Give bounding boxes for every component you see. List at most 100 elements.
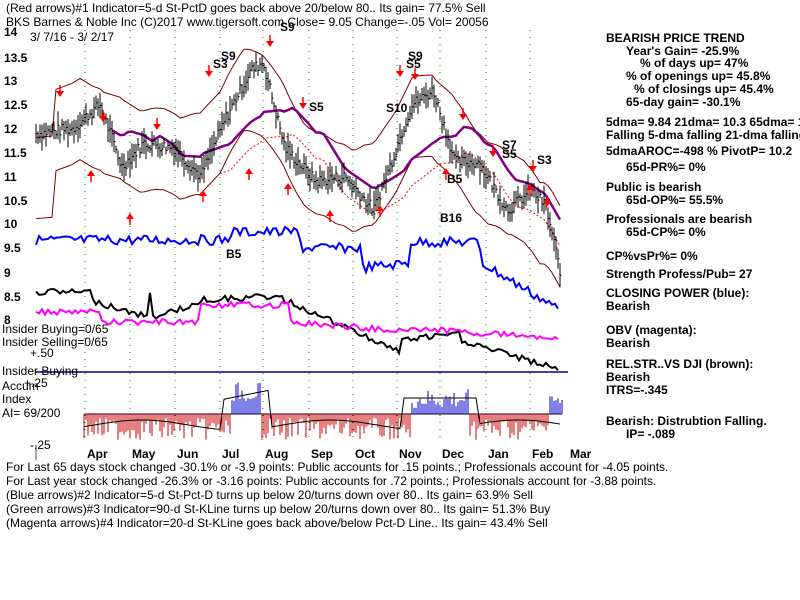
annotation-s9-a: S9 (221, 49, 236, 63)
annotation-s5: S5 (309, 100, 324, 114)
y-tick-10.5: 10.5 (4, 194, 28, 208)
obv-label: OBV (magenta): (606, 323, 697, 337)
month-oct: Oct (355, 447, 376, 461)
ma65-line (111, 106, 562, 221)
insider-buying-count: Insider Buying=0/65 (2, 322, 109, 336)
y-tick-12: 12 (4, 122, 18, 136)
obv-line (35, 300, 559, 341)
sell-arrow-head (529, 166, 537, 172)
cp-percent: 65d-CP%= 0% (626, 225, 706, 239)
sell-arrow-head (396, 71, 404, 77)
y-tick-12.5: 12.5 (4, 98, 28, 112)
ma-values: 5dma= 9.84 21dma= 10.3 65dma= 11 (606, 115, 800, 129)
annotation-s7: S7 (502, 138, 517, 152)
rel-strength-line (35, 287, 559, 371)
annotation-s9-b: S9 (280, 20, 295, 34)
closings-up: % of closings up= 45.4% (634, 82, 774, 96)
upper-band-line (35, 48, 561, 207)
sell-arrow-head (489, 151, 497, 157)
days-up: % of days up= 47% (640, 56, 749, 70)
pros-status: Professionals are bearish (606, 212, 753, 226)
footer-line-2: For Last year stock changed -26.3% or -3… (6, 474, 657, 488)
y-tick-10: 10 (4, 217, 18, 231)
accum-layer (83, 382, 563, 440)
accum-line (83, 389, 561, 430)
y-tick-8.5: 8.5 (4, 290, 21, 304)
buy-arrow-head (245, 168, 253, 174)
ma-falling: Falling 5-dma falling 21-dma falling (606, 128, 800, 142)
cp-vs-pr: CP%vsPr%= 0% (606, 249, 698, 263)
annotation-s9-c: S9 (408, 49, 423, 63)
insider-buying-label: Insider Buying (2, 364, 79, 378)
op-percent: 65d-OP%= 55.5% (626, 193, 724, 207)
ai-label: AI= 69/200 (2, 406, 61, 420)
buy-arrow-head (376, 205, 384, 211)
month-jul: Jul (222, 447, 240, 461)
strength: Strength Profess/Pub= 27 (606, 267, 753, 281)
sell-arrow-head (411, 74, 419, 80)
y-tick-9: 9 (4, 266, 11, 280)
obv-value: Bearish (606, 336, 651, 350)
annotation-b5: B5 (226, 247, 242, 261)
minus-25-label: -.25 (30, 438, 51, 452)
sell-arrow-head (205, 71, 213, 77)
buy-arrow-head (526, 184, 534, 190)
y-tick-11: 11 (4, 170, 17, 184)
annotation-b5-b: B5 (447, 172, 463, 186)
month-feb: Feb (532, 447, 554, 461)
relstr-value: Bearish (606, 370, 651, 384)
y-tick-13: 13 (4, 74, 18, 88)
annotation-s5-b: S5 (406, 57, 421, 71)
buy-arrow-head (326, 210, 334, 216)
itrs-value: ITRS=-.345 (606, 383, 668, 397)
buy-arrow-head (442, 168, 450, 174)
plus-50-label: +.50 (30, 346, 54, 360)
footer-line-3: (Blue arrows)#2 Indicator=5-d St-Pct-D t… (6, 488, 533, 502)
month-jan: Jan (488, 447, 509, 461)
insider-selling-count: Insider Selling=0/65 (2, 335, 108, 349)
buy-arrow-head (87, 170, 95, 176)
y-tick-9.5: 9.5 (4, 241, 21, 255)
y-tick-11.5: 11.5 (4, 146, 27, 160)
y-tick-14: 14 (4, 25, 18, 39)
y-tick-13.5: 13.5 (4, 51, 28, 65)
lower-band-line (35, 130, 561, 288)
date-range: 3/ 7/16 - 3/ 2/17 (30, 30, 115, 44)
trend-heading: BEARISH PRICE TREND (606, 31, 745, 45)
sell-arrow-head (299, 103, 307, 109)
footer-line-5: (Magenta arrows)#4 Indicator=20-d St-KLi… (6, 516, 548, 530)
closing-power-label: CLOSING POWER (blue): (606, 286, 750, 300)
price-layer (35, 35, 562, 371)
buy-arrow-head (126, 213, 134, 219)
annotation-s5-c: S5 (502, 147, 517, 161)
annotation-s3: S3 (213, 57, 228, 71)
footer-line-1: For Last 65 days stock changed -30.1% or… (6, 460, 669, 474)
ip-value: IP= -.089 (626, 427, 676, 441)
month-sep: Sep (311, 447, 334, 461)
closing-power-line (35, 225, 559, 310)
sell-arrow-head (153, 124, 161, 130)
sell-arrow-head (56, 91, 64, 97)
month-mar: Mar (570, 447, 592, 461)
index-label: Index (2, 392, 32, 406)
plus-25-label: +.25 (24, 376, 48, 390)
relstr-label: REL.STR..VS DJI (brown): (606, 357, 754, 371)
buy-arrow-head (199, 190, 207, 196)
pr-percent: 65d-PR%= 0% (626, 160, 706, 174)
ticker-header: BKS Barnes & Noble Inc (C)2017 www.tiger… (6, 15, 489, 29)
sell-arrow-head (459, 114, 467, 120)
month-apr: Apr (87, 447, 108, 461)
distribution-status: Bearish: Distrubtion Falling. (606, 414, 767, 428)
annotation-s10: S10 (386, 101, 408, 115)
public-status: Public is bearish (606, 180, 702, 194)
buy-arrow-head (284, 183, 292, 189)
sell-arrow-head (543, 201, 551, 207)
accum-label: Accum (2, 379, 39, 393)
openings-up: % of openings up= 45.8% (626, 69, 771, 83)
footer-line-4: (Green arrows)#3 Indicator=90-d St-KLine… (6, 502, 551, 516)
month-aug: Aug (265, 447, 289, 461)
annotation-s3-b: S3 (537, 153, 552, 167)
y-tick-8: 8 (4, 313, 11, 327)
